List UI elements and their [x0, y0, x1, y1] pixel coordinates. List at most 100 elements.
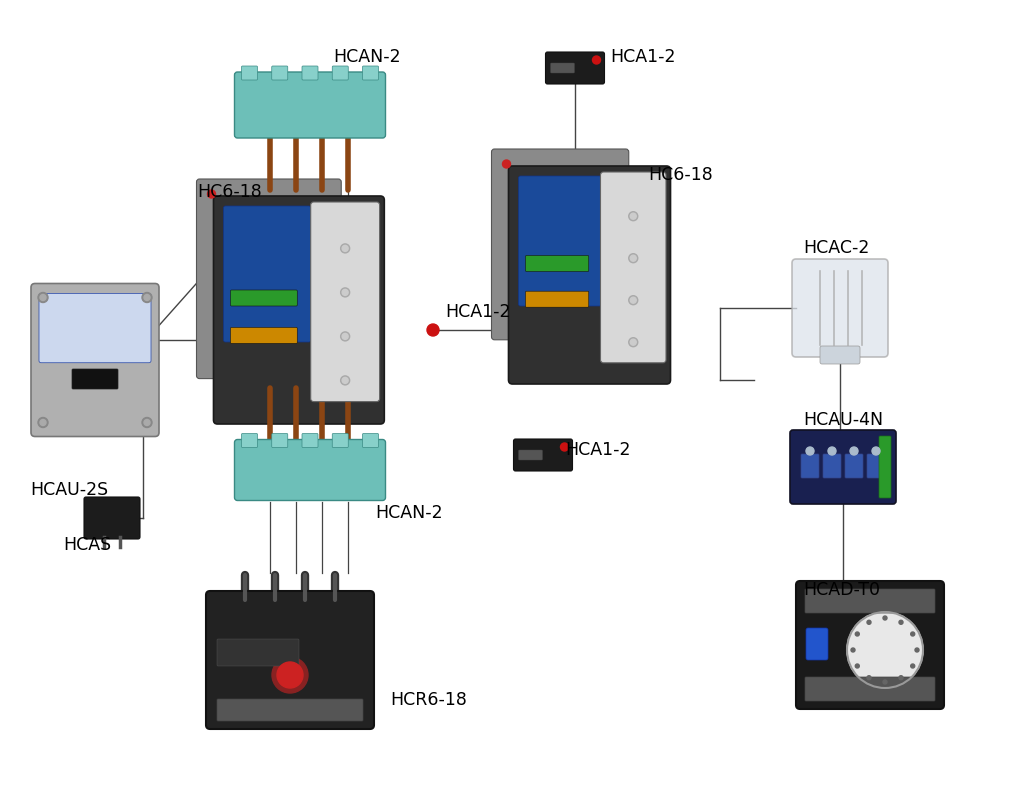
Circle shape — [806, 447, 814, 455]
Circle shape — [38, 418, 48, 427]
Circle shape — [341, 376, 349, 385]
FancyBboxPatch shape — [518, 176, 601, 306]
Circle shape — [341, 288, 349, 297]
FancyBboxPatch shape — [234, 440, 385, 500]
Circle shape — [208, 190, 215, 198]
Text: HCA1-2: HCA1-2 — [610, 48, 676, 66]
FancyBboxPatch shape — [525, 256, 589, 272]
Text: HCAU-2S: HCAU-2S — [30, 481, 109, 499]
FancyBboxPatch shape — [805, 677, 935, 701]
FancyBboxPatch shape — [600, 172, 666, 363]
Text: HCAU-4N: HCAU-4N — [803, 411, 883, 429]
Circle shape — [503, 160, 511, 168]
Text: HC6-18: HC6-18 — [197, 183, 262, 201]
Circle shape — [342, 333, 348, 339]
Circle shape — [855, 664, 859, 668]
Circle shape — [899, 676, 903, 680]
FancyBboxPatch shape — [879, 436, 891, 498]
FancyBboxPatch shape — [234, 72, 385, 138]
Circle shape — [899, 620, 903, 624]
FancyBboxPatch shape — [362, 66, 379, 80]
Circle shape — [910, 632, 914, 636]
Circle shape — [883, 680, 887, 684]
FancyBboxPatch shape — [213, 196, 384, 424]
Text: HCR6-18: HCR6-18 — [390, 691, 467, 709]
Circle shape — [40, 295, 46, 300]
Text: HCAC-2: HCAC-2 — [803, 239, 869, 257]
FancyBboxPatch shape — [546, 52, 604, 84]
Circle shape — [630, 255, 636, 261]
FancyBboxPatch shape — [513, 439, 572, 471]
FancyBboxPatch shape — [217, 699, 362, 721]
FancyBboxPatch shape — [790, 430, 896, 504]
Text: HCAN-2: HCAN-2 — [333, 48, 400, 66]
FancyBboxPatch shape — [72, 369, 118, 389]
FancyBboxPatch shape — [39, 294, 151, 363]
Circle shape — [342, 289, 348, 295]
Circle shape — [915, 648, 919, 652]
FancyBboxPatch shape — [230, 290, 297, 306]
Circle shape — [342, 377, 348, 384]
FancyBboxPatch shape — [805, 589, 935, 613]
FancyBboxPatch shape — [271, 434, 288, 448]
Circle shape — [272, 657, 308, 693]
FancyBboxPatch shape — [518, 450, 543, 460]
Circle shape — [630, 339, 636, 345]
FancyBboxPatch shape — [84, 497, 140, 539]
Circle shape — [341, 244, 349, 253]
Circle shape — [144, 295, 150, 300]
FancyBboxPatch shape — [332, 66, 348, 80]
Circle shape — [630, 297, 636, 303]
FancyBboxPatch shape — [217, 639, 299, 666]
FancyBboxPatch shape — [792, 259, 888, 357]
FancyBboxPatch shape — [242, 434, 257, 448]
Circle shape — [629, 337, 638, 347]
Text: HCAS: HCAS — [63, 536, 112, 554]
Circle shape — [828, 447, 836, 455]
FancyBboxPatch shape — [362, 434, 379, 448]
FancyBboxPatch shape — [242, 66, 257, 80]
FancyBboxPatch shape — [302, 66, 318, 80]
Circle shape — [142, 292, 152, 303]
Circle shape — [144, 419, 150, 426]
FancyBboxPatch shape — [271, 66, 288, 80]
Text: HCAD-T0: HCAD-T0 — [803, 581, 880, 599]
Circle shape — [427, 324, 439, 336]
Circle shape — [883, 616, 887, 620]
Circle shape — [629, 295, 638, 305]
FancyBboxPatch shape — [525, 291, 589, 307]
FancyBboxPatch shape — [509, 166, 671, 384]
Text: HCA1-2: HCA1-2 — [565, 441, 631, 459]
FancyBboxPatch shape — [310, 202, 380, 402]
Circle shape — [630, 214, 636, 219]
Text: HCA1-2: HCA1-2 — [445, 303, 511, 321]
Circle shape — [629, 254, 638, 263]
Circle shape — [142, 418, 152, 427]
Circle shape — [867, 620, 871, 624]
Text: HCAN-2: HCAN-2 — [375, 504, 442, 522]
Circle shape — [629, 212, 638, 221]
FancyBboxPatch shape — [223, 206, 310, 342]
Circle shape — [278, 662, 303, 688]
FancyBboxPatch shape — [806, 628, 828, 660]
FancyBboxPatch shape — [796, 581, 944, 709]
FancyBboxPatch shape — [820, 346, 860, 364]
FancyBboxPatch shape — [867, 454, 885, 478]
Circle shape — [560, 443, 568, 451]
Circle shape — [851, 648, 855, 652]
Circle shape — [867, 676, 871, 680]
FancyBboxPatch shape — [230, 327, 297, 343]
Circle shape — [40, 419, 46, 426]
FancyBboxPatch shape — [31, 283, 159, 437]
Circle shape — [38, 292, 48, 303]
Circle shape — [850, 447, 858, 455]
Circle shape — [872, 447, 880, 455]
FancyBboxPatch shape — [206, 591, 374, 729]
FancyBboxPatch shape — [302, 434, 318, 448]
Circle shape — [910, 664, 914, 668]
FancyBboxPatch shape — [823, 454, 841, 478]
Circle shape — [593, 56, 600, 64]
Circle shape — [341, 332, 349, 341]
Circle shape — [342, 245, 348, 252]
Circle shape — [847, 612, 923, 688]
